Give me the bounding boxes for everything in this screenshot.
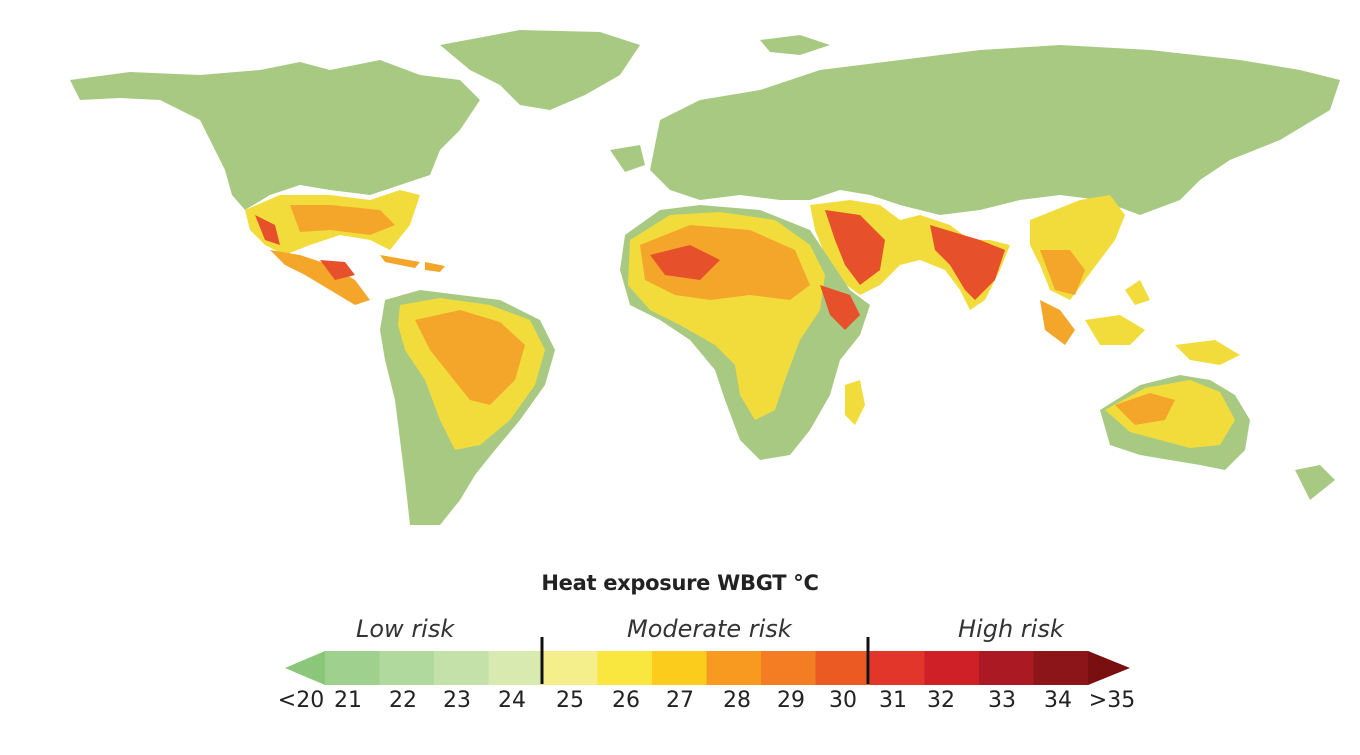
region-east-asia: [1030, 195, 1240, 365]
legend-tick-label: 28: [723, 688, 751, 713]
region-south-america: [380, 290, 555, 525]
region-north-america: [70, 30, 640, 210]
legend-tick-label: 29: [777, 688, 805, 713]
world-map-svg: [70, 30, 1340, 525]
legend-tick-label: 30: [829, 688, 857, 713]
legend-tick-label: 32: [927, 688, 955, 713]
legend-arrow-right: [1088, 651, 1130, 685]
low-risk-label: Low risk: [356, 615, 455, 643]
legend-tick-label: <20: [277, 688, 325, 713]
legend-tick-label: 27: [666, 688, 694, 713]
legend-bin: [325, 651, 381, 685]
legend-bin: [543, 651, 599, 685]
region-eurasia: [610, 35, 1340, 215]
legend-arrow-left: [285, 651, 325, 685]
legend-bin: [652, 651, 708, 685]
legend-bin: [379, 651, 435, 685]
legend-bin: [761, 651, 817, 685]
legend-tick-label: 22: [389, 688, 417, 713]
region-oceania: [1100, 375, 1335, 500]
legend-bin: [815, 651, 871, 685]
legend-bin: [434, 651, 490, 685]
legend-tick-label: 23: [443, 688, 471, 713]
high-risk-label: High risk: [958, 615, 1064, 643]
legend-bin: [597, 651, 653, 685]
legend-tick-label: 26: [612, 688, 640, 713]
legend-title: Heat exposure WBGT °C: [541, 571, 819, 595]
legend-bin: [979, 651, 1035, 685]
region-middle-east-south-asia: [810, 200, 1010, 310]
region-us-south: [245, 190, 420, 305]
legend-tick-label: 31: [879, 688, 907, 713]
legend-tick-label: 34: [1044, 688, 1072, 713]
world-heat-map: [70, 30, 1340, 525]
legend-tick-label: 21: [334, 688, 362, 713]
legend-tick-label: >35: [1088, 688, 1136, 713]
legend-bin: [706, 651, 762, 685]
legend-tick-label: 24: [498, 688, 526, 713]
region-caribbean: [380, 255, 445, 272]
legend-tick-label: 25: [556, 688, 584, 713]
moderate-risk-label: Moderate risk: [627, 615, 792, 643]
legend-bin: [1033, 651, 1089, 685]
legend-bin: [488, 651, 544, 685]
legend-bin: [924, 651, 980, 685]
legend-bin: [870, 651, 926, 685]
legend-tick-label: 33: [988, 688, 1016, 713]
region-africa: [620, 205, 870, 460]
